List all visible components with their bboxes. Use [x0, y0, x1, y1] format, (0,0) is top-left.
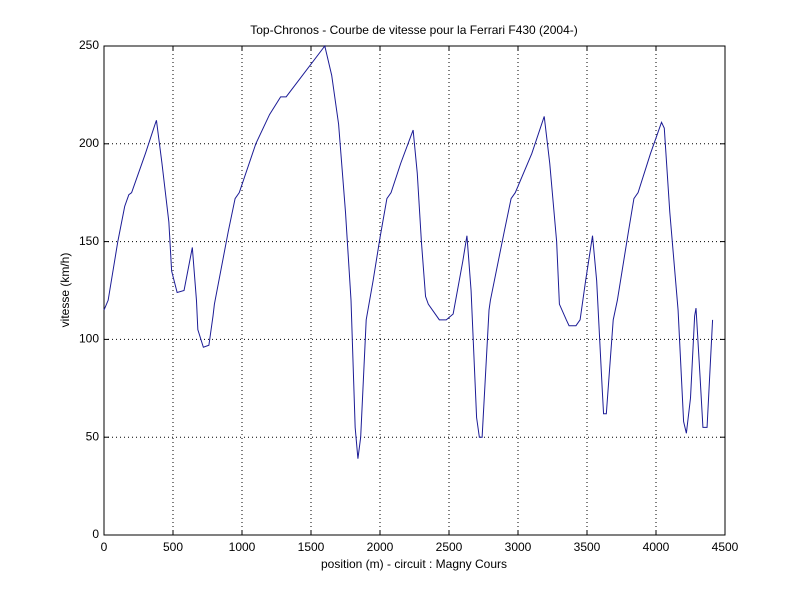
x-tick-label: 4000: [643, 540, 670, 554]
y-tick-label: 50: [86, 429, 100, 443]
x-tick-label: 4500: [712, 540, 739, 554]
x-tick-label: 2000: [367, 540, 394, 554]
x-tick-label: 2500: [436, 540, 463, 554]
x-axis-label: position (m) - circuit : Magny Cours: [321, 557, 507, 571]
x-tick-label: 1500: [298, 540, 325, 554]
speed-line: [103, 44, 714, 459]
x-tick-label: 3000: [505, 540, 532, 554]
y-axis-label: vitesse (km/h): [58, 253, 72, 328]
x-tick-label: 500: [163, 540, 183, 554]
y-tick-label: 150: [79, 234, 99, 248]
y-tick-label: 200: [79, 136, 99, 150]
plot-frame: [103, 45, 726, 536]
y-tick-label: 250: [79, 38, 99, 52]
x-tick-label: 3500: [574, 540, 601, 554]
y-tick-label: 0: [92, 527, 99, 541]
x-tick-label: 1000: [229, 540, 256, 554]
chart-title: Top-Chronos - Courbe de vitesse pour la …: [250, 23, 577, 37]
y-tick-label: 100: [79, 332, 99, 346]
x-tick-label: 0: [101, 540, 108, 554]
